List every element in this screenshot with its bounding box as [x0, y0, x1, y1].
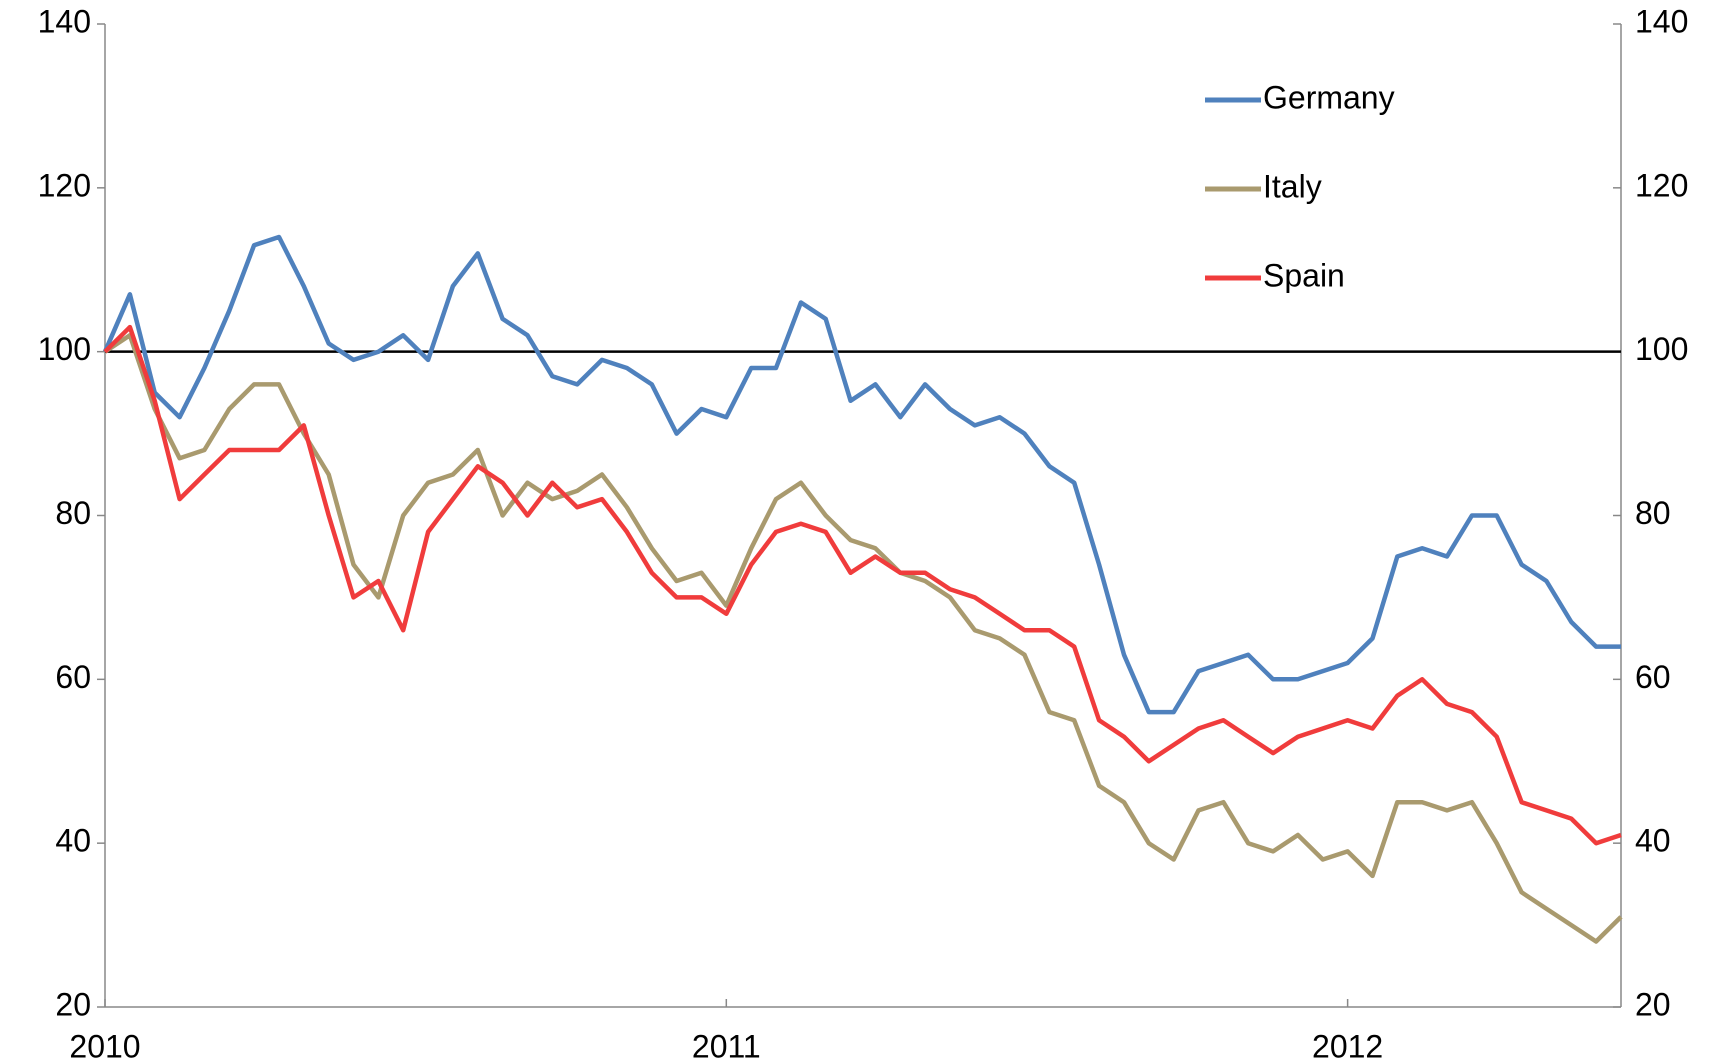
legend-label: Italy: [1263, 168, 1322, 204]
x-tick-label: 2012: [1312, 1028, 1383, 1064]
legend-label: Spain: [1263, 257, 1345, 293]
y2-tick-label: 60: [1635, 659, 1671, 695]
y2-tick-label: 100: [1635, 331, 1688, 367]
series-line: [102, 234, 1621, 715]
y-tick-label: 100: [38, 331, 91, 367]
y-tick-label: 140: [38, 3, 91, 39]
y2-tick-label: 120: [1635, 167, 1688, 203]
y2-tick-label: 40: [1635, 823, 1671, 859]
x-tick-label: 2011: [692, 1028, 761, 1064]
series-line: [103, 324, 1622, 846]
y-tick-label: 120: [38, 167, 91, 203]
x-tick-label: 2010: [69, 1028, 140, 1064]
y2-tick-label: 80: [1635, 495, 1671, 531]
y-tick-label: 20: [55, 986, 91, 1022]
y2-tick-label: 20: [1635, 986, 1671, 1022]
y2-tick-label: 140: [1635, 3, 1688, 39]
legend-label: Germany: [1263, 79, 1395, 115]
y-tick-label: 40: [55, 823, 91, 859]
series-line: [103, 333, 1623, 944]
y-tick-label: 60: [55, 659, 91, 695]
y-tick-label: 80: [55, 495, 91, 531]
